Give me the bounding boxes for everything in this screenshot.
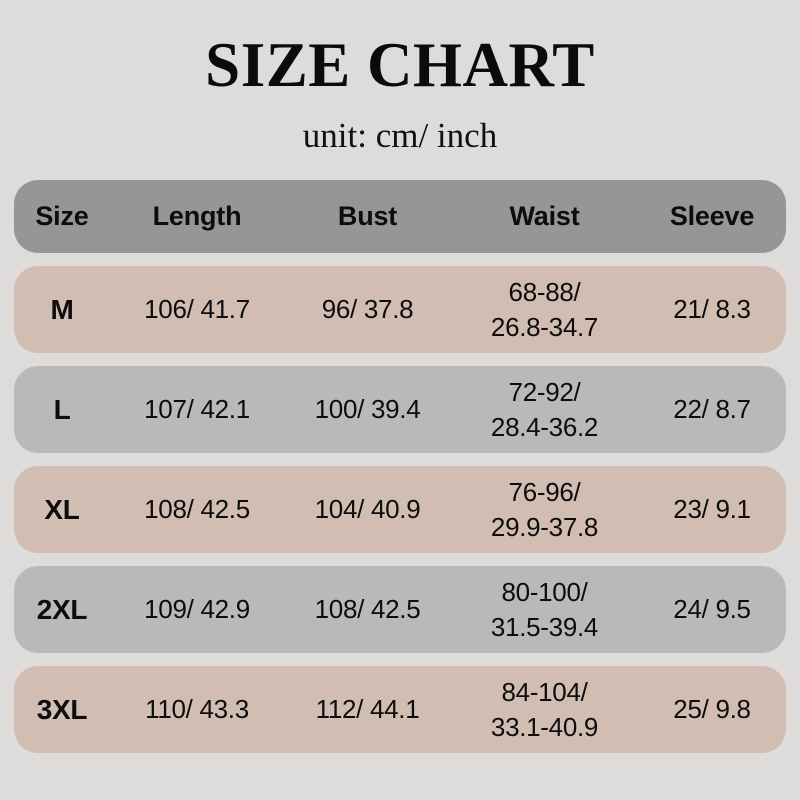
cell-bust: 108/ 42.5 <box>314 594 421 624</box>
cell-bust: 104/ 40.9 <box>314 494 421 524</box>
cell-waist: 84-104/ 33.1-40.9 <box>451 675 638 744</box>
cell-waist-inch: 26.8-34.7 <box>490 311 599 342</box>
cell-size: L <box>53 393 71 425</box>
table-row: 2XL 109/ 42.9 108/ 42.5 80-100/ 31.5-39.… <box>14 566 786 653</box>
cell-size: 2XL <box>36 593 88 625</box>
size-chart-table: Size Length Bust Waist Sleeve M 106/ 41.… <box>14 180 786 766</box>
cell-waist-cm: 80-100/ <box>501 577 588 608</box>
cell-length: 107/ 42.1 <box>144 394 250 424</box>
cell-size: XL <box>44 493 80 525</box>
column-header-size: Size <box>35 201 89 231</box>
cell-sleeve: 22/ 8.7 <box>673 394 751 424</box>
cell-waist: 80-100/ 31.5-39.4 <box>451 575 638 644</box>
cell-bust: 100/ 39.4 <box>314 394 421 424</box>
cell-waist: 72-92/ 28.4-36.2 <box>451 375 638 444</box>
table-row: L 107/ 42.1 100/ 39.4 72-92/ 28.4-36.2 2… <box>14 366 786 453</box>
cell-sleeve: 21/ 8.3 <box>673 294 751 324</box>
cell-sleeve: 23/ 9.1 <box>673 494 751 524</box>
table-header-row: Size Length Bust Waist Sleeve <box>14 180 786 253</box>
table-row: 3XL 110/ 43.3 112/ 44.1 84-104/ 33.1-40.… <box>14 666 786 753</box>
title-block: SIZE CHART unit: cm/ inch <box>0 0 800 155</box>
cell-sleeve: 24/ 9.5 <box>673 594 751 624</box>
cell-waist-inch: 29.9-37.8 <box>490 511 599 542</box>
page-subtitle: unit: cm/ inch <box>302 116 498 155</box>
cell-waist-cm: 72-92/ <box>508 377 581 408</box>
cell-waist-inch: 33.1-40.9 <box>490 711 599 742</box>
cell-size: 3XL <box>36 693 88 725</box>
column-header-length: Length <box>152 201 242 231</box>
cell-bust: 112/ 44.1 <box>315 694 420 724</box>
cell-length: 106/ 41.7 <box>144 294 250 324</box>
table-row: M 106/ 41.7 96/ 37.8 68-88/ 26.8-34.7 21… <box>14 266 786 353</box>
cell-waist-cm: 76-96/ <box>508 477 581 508</box>
cell-length: 108/ 42.5 <box>144 494 250 524</box>
cell-waist-cm: 68-88/ <box>508 277 581 308</box>
cell-length: 110/ 43.3 <box>145 694 249 724</box>
column-header-sleeve: Sleeve <box>669 201 755 231</box>
cell-waist-cm: 84-104/ <box>501 677 588 708</box>
table-row: XL 108/ 42.5 104/ 40.9 76-96/ 29.9-37.8 … <box>14 466 786 553</box>
cell-waist: 76-96/ 29.9-37.8 <box>451 475 638 544</box>
cell-waist-inch: 28.4-36.2 <box>490 411 599 442</box>
cell-waist-inch: 31.5-39.4 <box>490 611 599 642</box>
column-header-waist: Waist <box>509 201 580 231</box>
cell-length: 109/ 42.9 <box>144 594 250 624</box>
cell-bust: 96/ 37.8 <box>321 294 414 324</box>
cell-sleeve: 25/ 9.8 <box>673 694 751 724</box>
column-header-bust: Bust <box>337 201 398 231</box>
page-title: SIZE CHART <box>205 30 595 100</box>
cell-waist: 68-88/ 26.8-34.7 <box>451 275 638 344</box>
cell-size: M <box>50 293 74 325</box>
